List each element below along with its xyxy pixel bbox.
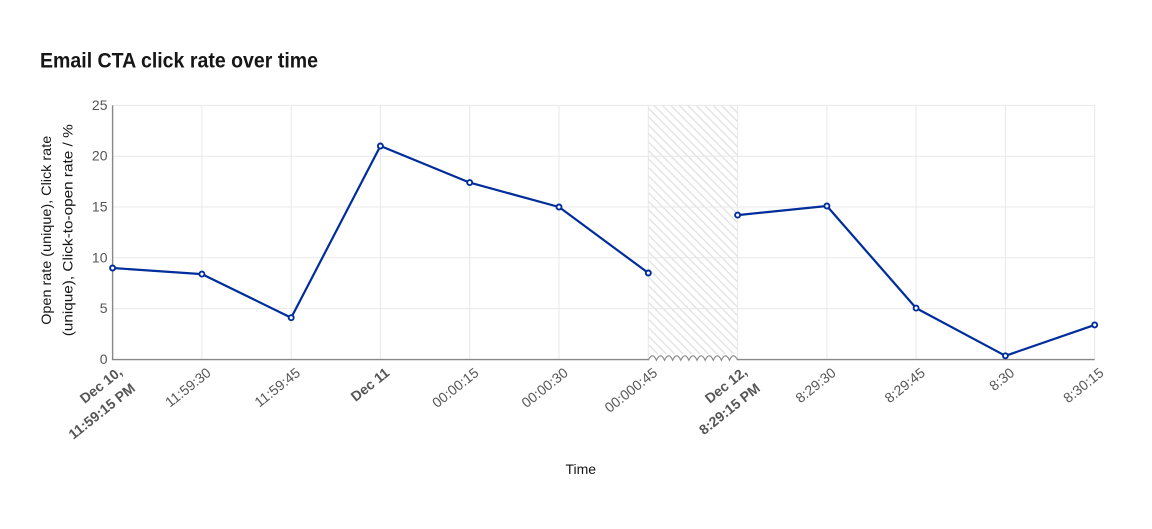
svg-text:5: 5 — [100, 300, 108, 316]
svg-text:10: 10 — [92, 249, 108, 265]
svg-text:Open rate (unique), Click rate: Open rate (unique), Click rate — [38, 136, 54, 325]
svg-text:15: 15 — [92, 199, 108, 215]
svg-text:Time: Time — [566, 461, 597, 477]
svg-text:20: 20 — [92, 148, 108, 164]
svg-text:0: 0 — [100, 351, 108, 367]
svg-text:(unique), Click-to-open rate /: (unique), Click-to-open rate / % — [59, 124, 75, 336]
svg-text:Email CTA click rate over time: Email CTA click rate over time — [40, 50, 318, 73]
svg-text:25: 25 — [92, 97, 108, 113]
